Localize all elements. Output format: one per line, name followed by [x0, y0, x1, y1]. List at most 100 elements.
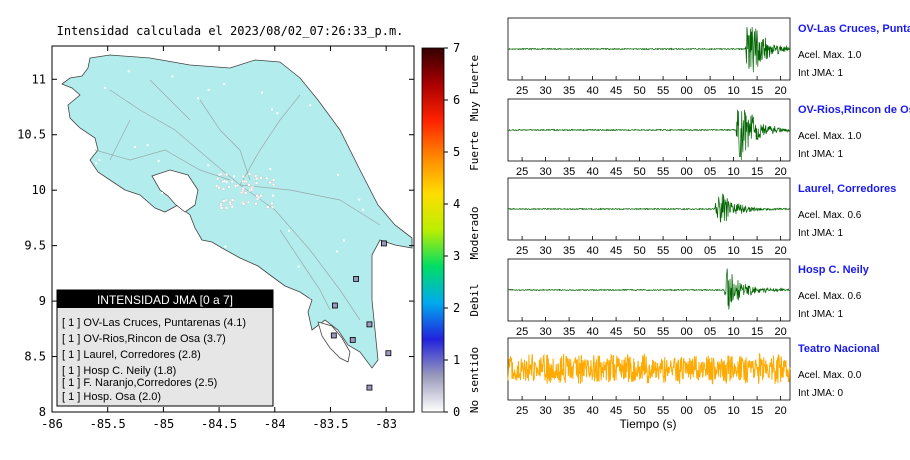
accel-max-label: Acel. Max. 0.6 [798, 291, 862, 302]
city-dot [248, 172, 251, 176]
city-dot [358, 198, 361, 201]
city-dot [207, 88, 210, 91]
accel-max-label: Acel. Max. 1.0 [798, 50, 862, 61]
waveform-x-tick-label: 30 [539, 245, 551, 257]
waveform-x-tick-label: 30 [539, 85, 551, 97]
map-y-tick-label: 9 [39, 294, 46, 308]
city-dot [233, 175, 236, 178]
waveform-trace [507, 353, 791, 385]
station-marker [381, 240, 387, 247]
city-dot [171, 75, 174, 78]
city-dot [98, 158, 101, 161]
waveform-x-tick-label: 00 [680, 326, 692, 338]
city-dot [227, 185, 231, 189]
waveform-x-tick-label: 20 [774, 166, 786, 178]
waveform-x-tick-label: 40 [586, 405, 598, 417]
city-dot [255, 194, 259, 198]
map-title: Intensidad calculada el 2023/08/02_07:26… [57, 24, 404, 38]
city-dot [215, 184, 219, 188]
city-dot [276, 112, 279, 115]
costa-rica-landmass [61, 54, 413, 369]
city-markers [82, 70, 365, 320]
waveform-trace [507, 193, 791, 224]
waveform-x-tick-label: 20 [774, 405, 786, 417]
waveform-x-tick-label: 25 [516, 245, 528, 257]
waveform-x-tick-label: 45 [610, 245, 622, 257]
station-marker [366, 384, 373, 391]
city-dot [234, 184, 238, 188]
station-name: OV-Rios,Rincon de Osa [798, 104, 910, 116]
legend-item: [ 1 ] Hosp C. Neily (1.8) [62, 365, 176, 377]
waveform-x-tick-label: 35 [563, 245, 575, 257]
colorbar-tick-label: 5 [453, 145, 460, 159]
city-dot [271, 108, 274, 111]
city-dot [266, 205, 270, 209]
colorbar-tick-label: 0 [453, 405, 460, 419]
waveform-x-tick-label: 45 [610, 85, 622, 97]
city-dot [265, 176, 269, 180]
colorbar-label-debil: Debil [468, 283, 481, 316]
waveform-x-tick-label: 50 [633, 245, 645, 257]
city-dot [309, 104, 312, 107]
int-jma-label: Int JMA: 1 [798, 68, 843, 79]
city-dot [223, 83, 226, 86]
waveform-x-tick-label: 05 [704, 405, 716, 417]
waveform-x-tick-label: 55 [657, 85, 669, 97]
waveform-trace [507, 26, 791, 73]
waveform-x-tick-label: 05 [704, 245, 716, 257]
legend-item: [ 1 ] OV-Las Cruces, Puntarenas (4.1) [62, 317, 246, 329]
road-network [94, 79, 381, 321]
station-marker [349, 337, 356, 343]
waveform-x-tick-label: 30 [539, 166, 551, 178]
waveform-trace [507, 268, 791, 310]
waveform-x-tick-label: 00 [680, 85, 692, 97]
map-x-tick-label: -83 [375, 417, 397, 431]
waveform-x-tick-label: 45 [610, 166, 622, 178]
waveform-x-tick-label: 50 [633, 85, 645, 97]
golfo-dulce [317, 321, 351, 363]
city-dot [269, 167, 272, 170]
city-dot [230, 180, 234, 183]
city-dot [225, 181, 228, 184]
city-dot [268, 181, 272, 184]
intensity-legend: INTENSIDAD JMA [0 a 7] [ 1 ] OV-Las Cruc… [56, 289, 274, 407]
city-dot [138, 201, 141, 204]
station-marker [385, 350, 392, 357]
city-dot [272, 183, 275, 187]
city-dot [250, 188, 253, 192]
gulf-of-nicoya [151, 169, 199, 213]
map-frame [51, 45, 415, 413]
station-marker [353, 276, 359, 282]
station-markers [330, 240, 392, 391]
int-jma-label: Int JMA: 1 [798, 149, 843, 160]
city-dot [243, 180, 246, 183]
city-dot [224, 245, 227, 248]
city-dot [247, 200, 250, 204]
legend-item: [ 1 ] Laurel, Corredores (2.8) [62, 349, 201, 361]
waveform-x-label: Tiempo (s) [620, 417, 677, 431]
waveform-x-tick-label: 50 [633, 166, 645, 178]
city-dot [210, 254, 213, 257]
city-dot [241, 187, 245, 191]
colorbar-tick-label: 1 [453, 353, 460, 367]
city-dot [222, 187, 225, 191]
station-name: Hosp C. Neily [798, 264, 870, 276]
waveform-x-tick-label: 40 [586, 166, 598, 178]
accel-max-label: Acel. Max. 0.6 [798, 210, 862, 221]
city-dot [225, 206, 228, 210]
city-dot [90, 167, 93, 170]
colorbar-label-no-sentido: No sentido [468, 347, 481, 413]
int-jma-label: Int JMA: 0 [798, 388, 843, 399]
city-dot [207, 164, 210, 167]
city-dot [88, 220, 91, 223]
map-x-tick-label: -84.5 [201, 417, 237, 431]
map-y-tick-label: 10 [32, 183, 46, 197]
city-dot [254, 174, 258, 178]
waveform-x-tick-label: 15 [751, 245, 763, 257]
city-dot [362, 208, 365, 211]
waveform-x-tick-label: 55 [657, 326, 669, 338]
city-dot [104, 87, 107, 90]
city-dot [247, 183, 251, 187]
waveform-x-tick-label: 40 [586, 326, 598, 338]
